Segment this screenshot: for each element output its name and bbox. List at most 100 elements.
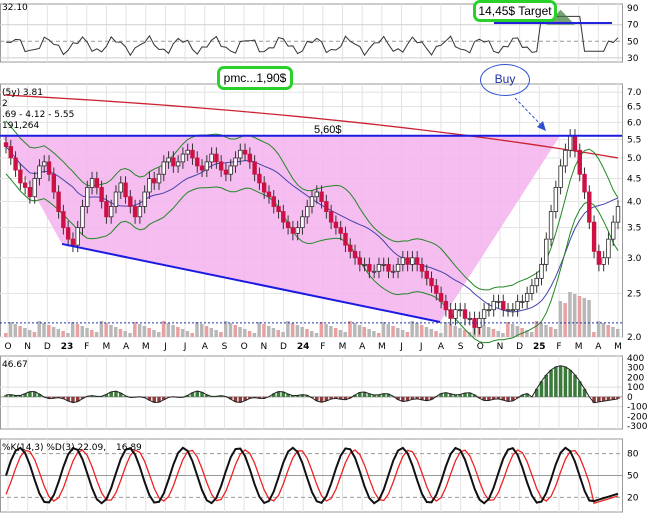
volume-bar	[176, 327, 180, 337]
volume-bar	[338, 330, 343, 337]
volume-bar	[386, 324, 390, 337]
volume-bar	[611, 327, 615, 337]
x-tick-label: 24	[297, 342, 310, 352]
candle-body	[419, 263, 425, 272]
volume-bar	[109, 325, 113, 337]
volume-bar	[396, 328, 400, 337]
candle-body	[180, 153, 186, 163]
volume-bar	[419, 325, 424, 337]
candle-body	[343, 232, 348, 246]
volume-bar	[295, 325, 300, 337]
volume-bar	[563, 303, 567, 337]
candle-body	[357, 257, 363, 265]
volume-bar	[80, 326, 84, 337]
stoch-legend-k: %K(14,3) %D(3) 22.09,	[2, 443, 106, 453]
volume-bar	[501, 333, 505, 337]
macd-y-tick-label: 0	[627, 393, 633, 403]
volume-bar	[142, 326, 147, 337]
volume-bar	[572, 294, 577, 337]
volume-bar	[18, 326, 22, 337]
candle-body	[89, 178, 95, 188]
candle-body	[175, 161, 181, 167]
price-legend-line: 2	[2, 99, 8, 109]
volume-bar	[372, 331, 376, 337]
volume-bar	[137, 324, 142, 337]
candle-body	[242, 149, 248, 155]
candle-body	[94, 178, 100, 188]
volume-bar	[486, 327, 491, 337]
volume-bar	[582, 298, 587, 337]
candle-body	[405, 257, 410, 265]
volume-bar	[66, 333, 70, 337]
volume-bar	[333, 328, 338, 337]
candle-body	[371, 270, 377, 273]
macd-y-tick-label: 200	[627, 373, 644, 383]
candle-body	[238, 149, 243, 159]
x-tick-label: F	[556, 342, 561, 352]
candle-body	[391, 270, 396, 273]
candle-body	[453, 309, 458, 319]
resistance-level-label: 5,60$	[314, 124, 342, 136]
candle-body	[429, 277, 434, 287]
candle-body	[314, 191, 319, 198]
volume-bar	[51, 327, 56, 337]
candle-body	[3, 142, 9, 147]
candle-body	[553, 187, 559, 212]
buy-annotation: Buy	[480, 64, 530, 96]
volume-bar	[56, 329, 61, 337]
candle-body	[252, 161, 257, 175]
candle-body	[13, 157, 18, 171]
price-y-tick-label: 3.5	[627, 224, 641, 234]
volume-bar	[544, 325, 548, 337]
volume-bar	[362, 327, 367, 337]
volume-bar	[37, 321, 41, 337]
volume-bar	[128, 333, 132, 337]
candle-body	[515, 300, 520, 311]
candle-body	[558, 165, 563, 188]
volume-bar	[510, 324, 515, 337]
candle-body	[386, 263, 391, 272]
volume-bar	[157, 332, 161, 337]
volume-bar	[166, 323, 171, 337]
candle-body	[137, 206, 143, 218]
candle-body	[295, 227, 300, 234]
candle-body	[285, 221, 291, 229]
candle-body	[352, 250, 358, 259]
volume-bar	[271, 328, 276, 337]
volume-bar	[27, 330, 32, 337]
volume-bar	[266, 326, 271, 337]
candle-body	[80, 206, 85, 229]
candle-body	[228, 165, 233, 175]
volume-bar	[171, 325, 175, 337]
price-y-tick-label: 6.0	[627, 118, 642, 128]
volume-bar	[252, 333, 257, 337]
stoch-y-tick-label: 20	[627, 493, 639, 503]
volume-bar	[577, 296, 582, 337]
x-tick-label: S	[458, 342, 464, 352]
volume-bar	[410, 321, 414, 337]
x-tick-label: 23	[61, 342, 74, 352]
volume-bar	[32, 332, 37, 337]
volume-bar	[247, 331, 252, 337]
candle-body	[309, 196, 315, 207]
candle-body	[18, 169, 23, 184]
candle-body	[539, 263, 544, 279]
volume-bar	[195, 322, 199, 337]
candle-body	[400, 257, 406, 265]
volume-bar	[123, 331, 128, 337]
volume-bar	[4, 333, 8, 337]
volume-bar	[209, 328, 214, 337]
candle-body	[171, 157, 176, 167]
price-y-tick-label: 4.5	[627, 175, 641, 185]
volume-bar	[70, 322, 75, 337]
volume-bar	[147, 328, 151, 337]
candle-body	[199, 165, 205, 171]
volume-bar	[228, 323, 233, 337]
volume-bar	[463, 330, 467, 337]
candle-body	[223, 169, 229, 175]
volume-bar	[281, 332, 285, 337]
price-legend-line: 191,264	[2, 121, 39, 131]
volume-bar	[219, 332, 223, 337]
price-legend-line: .69 - 4.12 - 5.55	[2, 110, 74, 120]
candle-body	[281, 211, 286, 223]
